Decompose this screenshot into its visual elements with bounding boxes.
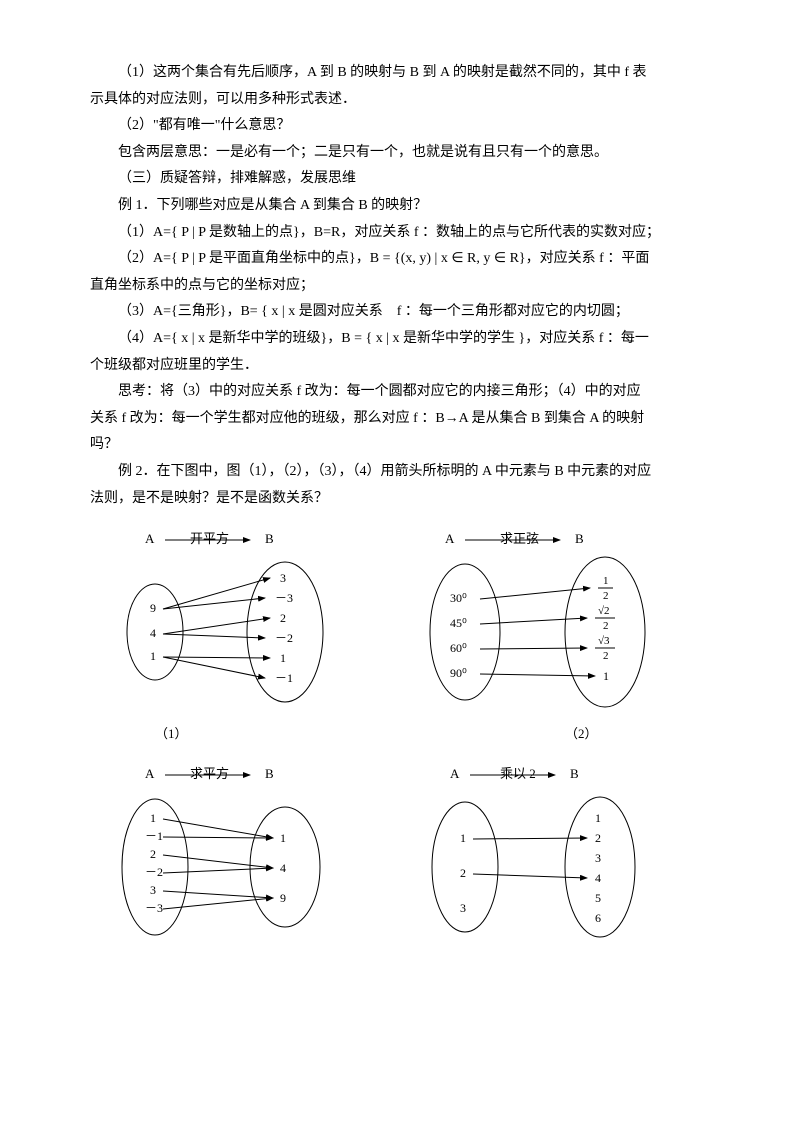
svg-text:2: 2 <box>150 847 156 861</box>
para-9: 直角坐标系中的点与它的坐标对应； <box>90 273 710 300</box>
d2-svg: 30⁰ 45⁰ 60⁰ 90⁰ 1 2 √2 2 √3 2 1 <box>415 532 695 732</box>
svg-text:－3: －3 <box>145 901 163 915</box>
t-l1: （1）这两个集合有先后顺序，A 到 B 的映射与 B 到 A 的映射是截然不同的… <box>118 65 647 80</box>
svg-text:2: 2 <box>595 831 601 845</box>
t-l11c: ，对应关系 f ：每一 <box>525 331 649 346</box>
svg-text:45⁰: 45⁰ <box>450 616 467 630</box>
diagram-1: A 开平方 B 9 4 1 3 －3 2 －2 1 －1 （1） <box>105 527 385 747</box>
svg-text:3: 3 <box>460 901 466 915</box>
para-11: （4）A={ x | x 是新华中学的班级}，B = { x | x 是新华中学… <box>90 326 710 353</box>
svg-text:－1: －1 <box>145 829 163 843</box>
para-3: （2）"都有唯一"什么意思？ <box>90 113 710 140</box>
t-l2: 示具体的对应法则，可以用多种形式表述． <box>90 92 356 107</box>
t-l12: 个班级都对应班里的学生． <box>90 358 258 373</box>
diagram-2: A 求正弦 B 30⁰ 45⁰ 60⁰ 90⁰ 1 2 √2 2 √3 2 1 <box>415 527 695 747</box>
svg-text:1: 1 <box>280 651 286 665</box>
t-l9: 直角坐标系中的点与它的坐标对应； <box>90 278 314 293</box>
svg-text:√3: √3 <box>598 635 610 647</box>
svg-text:2: 2 <box>603 620 609 632</box>
t-l11b: B = { x | x 是新华中学的学生 } <box>341 331 525 346</box>
diagram-row-2: A 求平方 B 1 －1 2 －2 3 －3 1 4 9 A 乘以 2 <box>90 762 710 962</box>
svg-text:1: 1 <box>603 575 609 587</box>
d2-caption: （2） <box>565 722 598 747</box>
svg-text:60⁰: 60⁰ <box>450 641 467 655</box>
d1-caption: （1） <box>155 722 188 747</box>
svg-text:4: 4 <box>150 626 156 640</box>
para-8: （2）A={ P | P 是平面直角坐标中的点}，B = {(x, y) | x… <box>90 246 710 273</box>
para-13: 思考：将（3）中的对应关系 f 改为：每一个圆都对应它的内接三角形；（4）中的对… <box>90 379 710 406</box>
para-4: 包含两层意思：一是必有一个；二是只有一个，也就是说有且只有一个的意思。 <box>90 140 710 167</box>
svg-text:9: 9 <box>280 891 286 905</box>
t-l8b: B = {(x, y) | x ∈ R, y ∈ R} <box>370 251 526 266</box>
diagram-row-1: A 开平方 B 9 4 1 3 －3 2 －2 1 －1 （1） A 求 <box>90 527 710 747</box>
t-l4: 包含两层意思：一是必有一个；二是只有一个，也就是说有且只有一个的意思。 <box>118 145 608 160</box>
svg-text:2: 2 <box>460 866 466 880</box>
para-7: （1）A={ P | P 是数轴上的点}，B=R，对应关系 f ：数轴上的点与它… <box>90 220 710 247</box>
t-l7a: （1）A={ P | P 是数轴上的点}，B=R，对应关系 f ：数轴上的点与它… <box>118 225 660 240</box>
svg-text:6: 6 <box>595 911 601 925</box>
para-12: 个班级都对应班里的学生． <box>90 353 710 380</box>
t-l17: 法则，是不是映射？是不是函数关系？ <box>90 491 328 506</box>
svg-text:30⁰: 30⁰ <box>450 591 467 605</box>
t-l16: 例 2．在下图中，图（1），（2），（3），（4）用箭头所标明的 A 中元素与 … <box>118 464 651 479</box>
t-l5: （三）质疑答辩，排难解惑，发展思维 <box>118 171 356 186</box>
svg-text:2: 2 <box>280 611 286 625</box>
t-l8c: ，对应关系 f ：平面 <box>526 251 650 266</box>
svg-text:√2: √2 <box>598 605 610 617</box>
t-l10a: （3）A={三角形}，B= { x | x 是圆对应关系 f ：每一个三角形都对… <box>118 304 629 319</box>
diagram-3: A 求平方 B 1 －1 2 －2 3 －3 1 4 9 <box>105 762 385 962</box>
svg-text:4: 4 <box>280 861 286 875</box>
diagram-4: A 乘以 2 B 1 2 3 1 2 3 4 5 6 <box>415 762 695 962</box>
svg-text:3: 3 <box>595 851 601 865</box>
svg-text:90⁰: 90⁰ <box>450 666 467 680</box>
para-16: 例 2．在下图中，图（1），（2），（3），（4）用箭头所标明的 A 中元素与 … <box>90 459 710 486</box>
para-1: （1）这两个集合有先后顺序，A 到 B 的映射与 B 到 A 的映射是截然不同的… <box>90 60 710 87</box>
svg-text:2: 2 <box>603 650 609 662</box>
d4-svg: 1 2 3 1 2 3 4 5 6 <box>415 767 695 957</box>
para-15: 吗？ <box>90 432 710 459</box>
t-l8a: （2）A={ P | P 是平面直角坐标中的点}， <box>118 251 370 266</box>
t-l11a: （4）A={ x | x 是新华中学的班级}， <box>118 331 341 346</box>
d3-svg: 1 －1 2 －2 3 －3 1 4 9 <box>105 767 385 957</box>
svg-text:－2: －2 <box>275 631 293 645</box>
svg-text:－3: －3 <box>275 591 293 605</box>
svg-text:1: 1 <box>460 831 466 845</box>
svg-text:1: 1 <box>150 811 156 825</box>
svg-text:－2: －2 <box>145 865 163 879</box>
para-5: （三）质疑答辩，排难解惑，发展思维 <box>90 166 710 193</box>
d1-svg: 9 4 1 3 －3 2 －2 1 －1 <box>105 532 385 732</box>
svg-text:3: 3 <box>280 571 286 585</box>
t-l13: 思考：将（3）中的对应关系 f 改为：每一个圆都对应它的内接三角形；（4）中的对… <box>118 384 641 399</box>
svg-text:1: 1 <box>595 811 601 825</box>
svg-text:－1: －1 <box>275 671 293 685</box>
svg-text:5: 5 <box>595 891 601 905</box>
para-6: 例 1．下列哪些对应是从集合 A 到集合 B 的映射？ <box>90 193 710 220</box>
svg-text:1: 1 <box>150 649 156 663</box>
svg-text:1: 1 <box>280 831 286 845</box>
svg-text:1: 1 <box>603 669 609 683</box>
t-l3: （2）"都有唯一"什么意思？ <box>118 118 290 133</box>
para-2: 示具体的对应法则，可以用多种形式表述． <box>90 87 710 114</box>
svg-text:4: 4 <box>595 871 601 885</box>
t-l14: 关系 f 改为：每一个学生都对应他的班级，那么对应 f ：B→A 是从集合 B … <box>90 411 644 426</box>
svg-text:2: 2 <box>603 590 609 602</box>
t-l6: 例 1．下列哪些对应是从集合 A 到集合 B 的映射？ <box>118 198 427 213</box>
para-10: （3）A={三角形}，B= { x | x 是圆对应关系 f ：每一个三角形都对… <box>90 299 710 326</box>
svg-text:9: 9 <box>150 601 156 615</box>
svg-text:3: 3 <box>150 883 156 897</box>
t-l15: 吗？ <box>90 437 118 452</box>
para-17: 法则，是不是映射？是不是函数关系？ <box>90 486 710 513</box>
para-14: 关系 f 改为：每一个学生都对应他的班级，那么对应 f ：B→A 是从集合 B … <box>90 406 710 433</box>
